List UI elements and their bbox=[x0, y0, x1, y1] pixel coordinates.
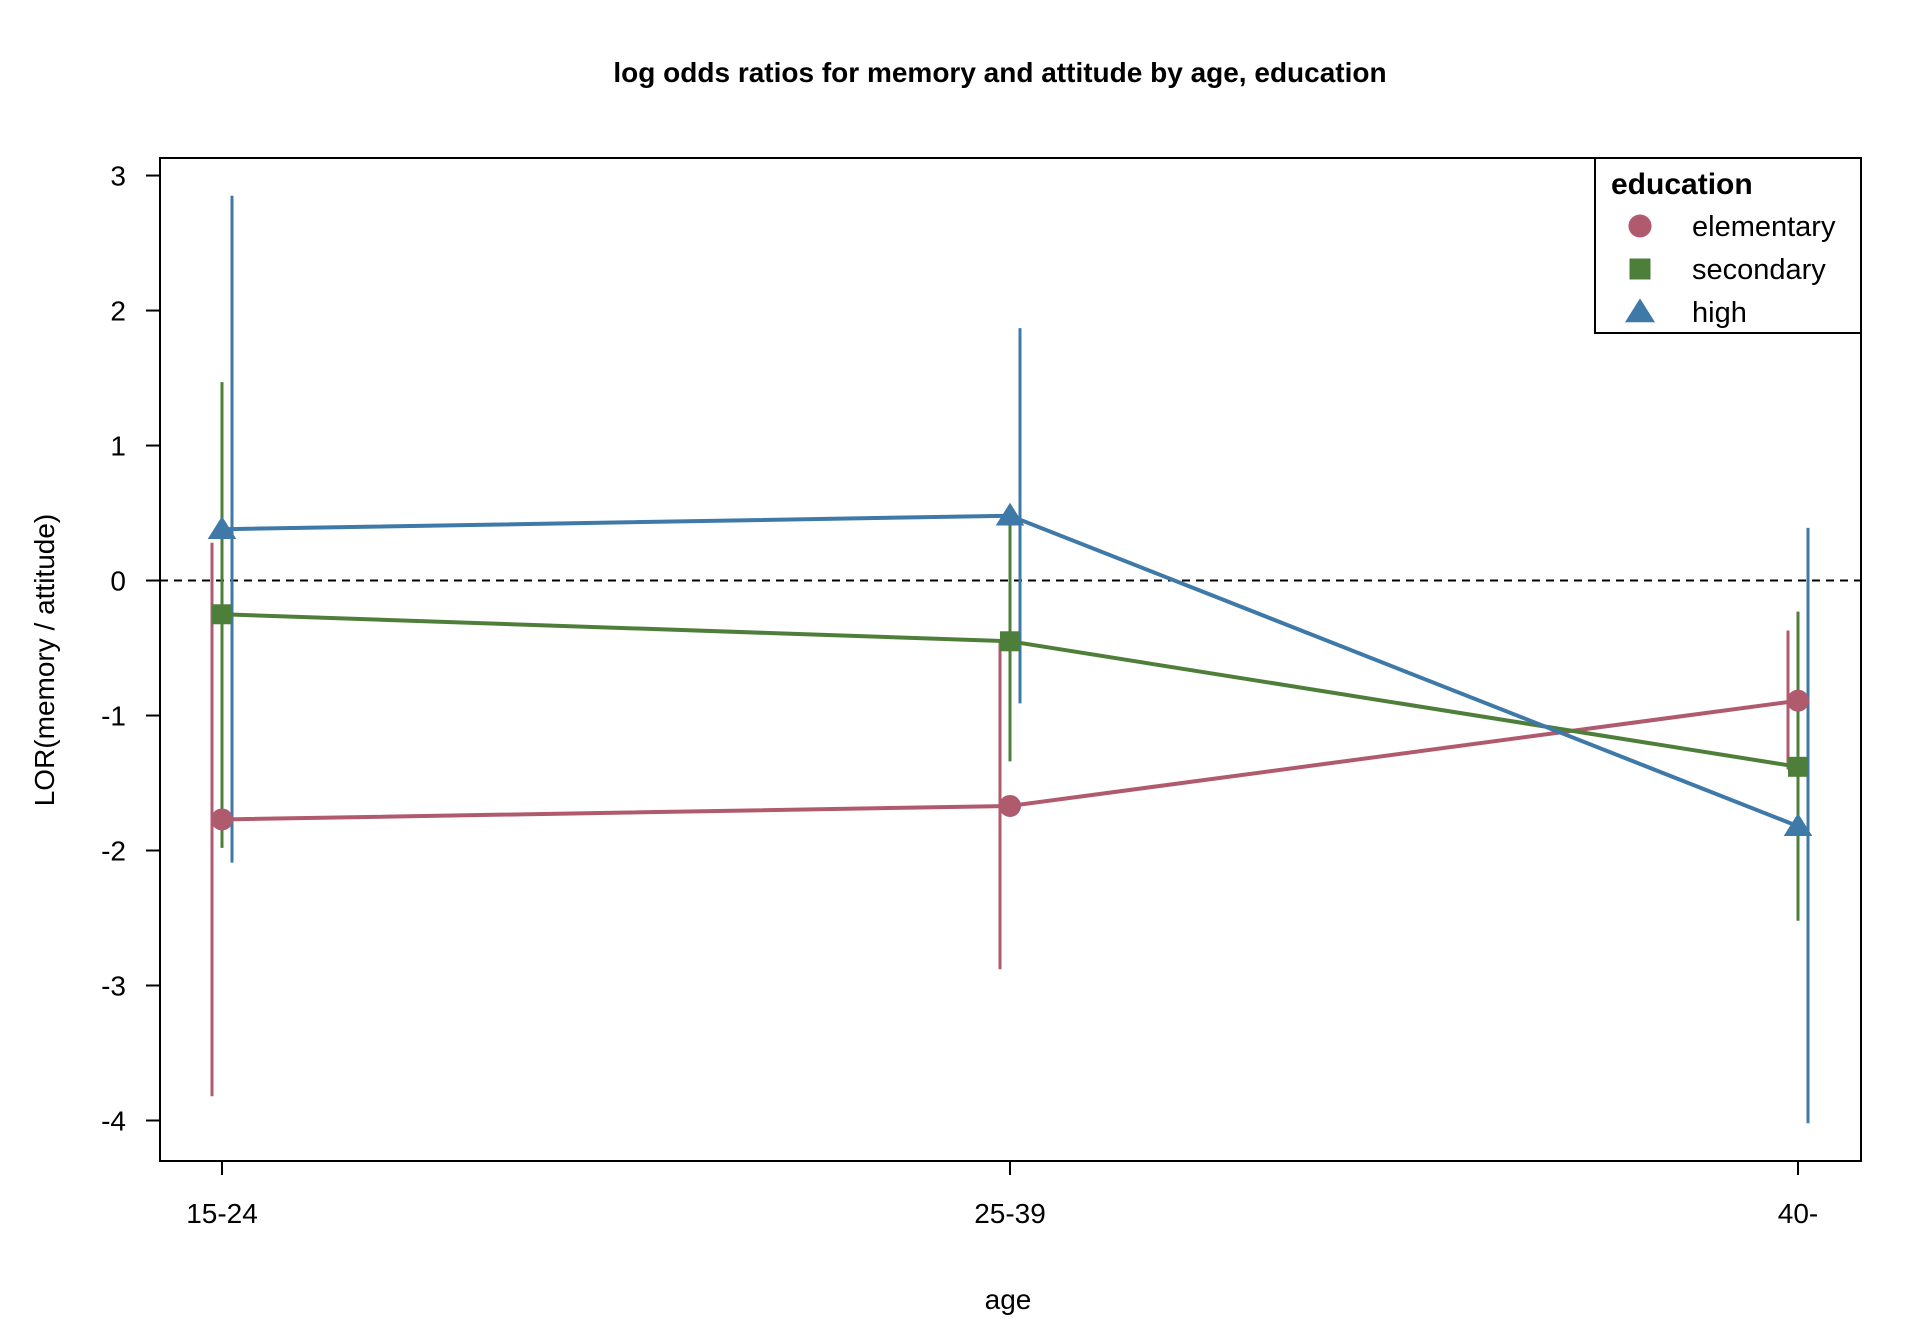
y-tick-label: 0 bbox=[110, 566, 126, 597]
x-tick-label: 40- bbox=[1778, 1198, 1818, 1229]
y-axis-label: LOR(memory / attitude) bbox=[29, 514, 60, 807]
y-tick-label: 2 bbox=[110, 296, 126, 327]
legend-marker-secondary bbox=[1629, 258, 1651, 280]
legend-label-secondary: secondary bbox=[1692, 254, 1826, 286]
y-tick-label: 3 bbox=[110, 161, 126, 192]
legend: education elementary secondary high bbox=[1594, 157, 1862, 334]
point-elementary bbox=[999, 794, 1021, 817]
y-tick-label: -4 bbox=[101, 1106, 126, 1137]
legend-label-high: high bbox=[1692, 297, 1747, 329]
point-secondary bbox=[212, 604, 232, 625]
legend-label-elementary: elementary bbox=[1692, 211, 1836, 243]
point-high bbox=[995, 502, 1025, 526]
point-secondary bbox=[1788, 756, 1808, 777]
legend-items: elementary secondary high bbox=[1624, 211, 1836, 329]
legend-marker-high bbox=[1624, 298, 1656, 323]
x-ticks: 15-24 25-39 40- bbox=[186, 1161, 1818, 1229]
x-axis: 15-24 25-39 40- bbox=[186, 1161, 1818, 1229]
y-tick-label: 1 bbox=[110, 431, 126, 462]
y-ticks: 3 2 1 0 -1 -2 -3 -4 bbox=[101, 161, 160, 1137]
x-tick-label: 25-39 bbox=[974, 1198, 1046, 1229]
point-high bbox=[1783, 813, 1813, 836]
x-tick-label: 15-24 bbox=[186, 1198, 258, 1229]
legend-title: education bbox=[1611, 168, 1753, 201]
y-tick-label: -3 bbox=[101, 971, 126, 1002]
y-tick-label: -1 bbox=[101, 701, 126, 732]
x-axis-label: age bbox=[985, 1284, 1032, 1315]
point-secondary bbox=[1000, 631, 1020, 652]
y-axis: 3 2 1 0 -1 -2 -3 -4 bbox=[101, 158, 161, 1161]
point-high bbox=[207, 516, 237, 539]
error-bars bbox=[210, 195, 1810, 1124]
point-elementary bbox=[1787, 689, 1809, 712]
series-markers bbox=[207, 502, 1813, 836]
legend-marker-elementary bbox=[1628, 214, 1652, 238]
point-elementary bbox=[211, 808, 233, 831]
chart-title: log odds ratios for memory and attitude … bbox=[613, 57, 1386, 88]
y-tick-label: -2 bbox=[101, 836, 126, 867]
